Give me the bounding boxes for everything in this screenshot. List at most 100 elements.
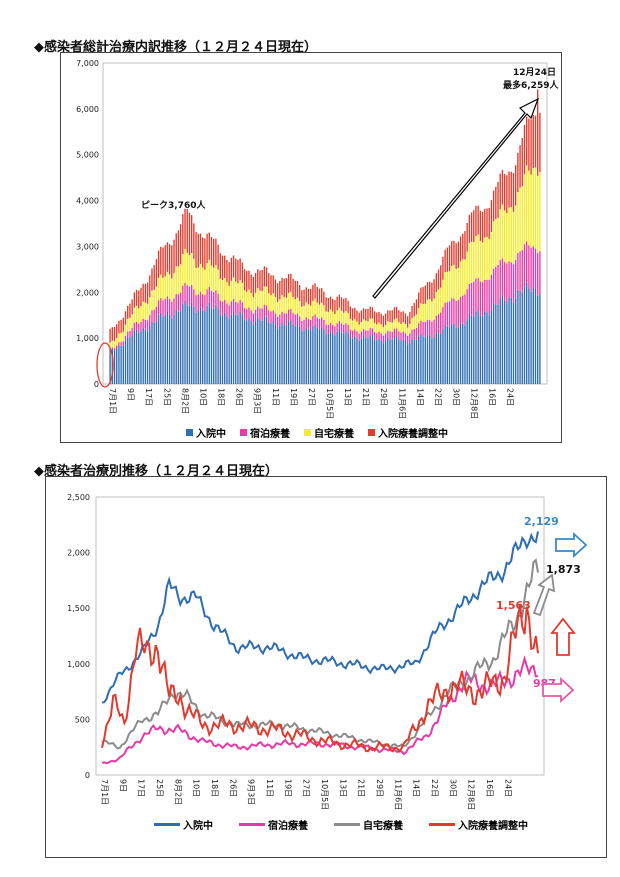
bar-hotel [213,292,215,309]
bar-adjusting [356,310,358,322]
bar-adjusting [435,273,437,292]
bar-hospital [473,316,475,384]
bar-adjusting [279,280,281,300]
bar-adjusting [404,313,407,324]
bar-hotel [417,323,420,337]
bar-hospital [404,340,407,384]
y-tick-label: 2,000 [76,288,99,297]
bar-hospital [356,338,358,384]
bar-hotel [376,333,378,341]
x-tick-label: 11日 [271,388,280,406]
bar-hotel [248,307,250,319]
bar-hotel [415,327,418,340]
bar-adjusting [351,308,354,321]
bar-home [481,242,484,283]
bar-adjusting [459,236,462,262]
chart2-panel: 0 500 1,000 1,500 2,000 2,500 7月1日 9日 17日 25日 8月2日… [45,476,607,858]
bar-adjusting [215,238,217,266]
bar-hotel [477,278,479,311]
bar-hotel [303,319,305,331]
bar-hotel [387,330,389,338]
bar-home [188,255,191,287]
bar-home [514,205,517,261]
bar-hotel [190,285,193,303]
bar-hospital [239,311,241,384]
bar-hospital [109,349,111,384]
origin-highlight [96,342,114,388]
x-tick-label: 27日 [302,779,311,797]
bar-adjusting [415,299,418,315]
bar-hotel [503,262,506,302]
bar-hospital [268,322,270,384]
bar-home [367,321,369,331]
bar-hospital [442,329,444,384]
bar-adjusting [272,275,274,294]
bar-adjusting [182,214,184,255]
bar-hotel [404,333,407,341]
bar-hospital [190,302,193,384]
bar-adjusting [327,298,329,312]
bar-hotel [514,260,517,299]
bar-hotel [142,318,144,328]
bar-hotel [111,347,113,349]
bar-hotel [468,283,471,315]
bar-adjusting [387,310,389,322]
bar-home [539,171,541,252]
bar-hospital [129,337,131,384]
bar-hospital [153,322,155,384]
bar-adjusting [426,282,429,300]
legend-hotel: 宿泊療養 [239,817,308,832]
legend-swatch [239,823,265,826]
bar-hospital [508,297,510,384]
y-tick-label: 4,000 [76,197,99,206]
bar-adjusting [292,278,294,298]
bar-home [111,340,113,348]
bar-hospital [318,329,321,384]
bar-hospital [186,305,188,384]
bar-hotel [127,331,129,338]
bar-hotel [435,315,437,333]
bar-hotel [356,331,358,339]
bar-hospital [528,288,530,384]
bar-home [393,319,396,329]
x-tick-label: 16日 [485,779,494,797]
bar-home [323,305,325,320]
bar-hotel [307,319,310,330]
bar-hospital [309,330,312,384]
bar-hospital [365,337,367,384]
x-tick-label: 25日 [162,388,171,406]
bar-hotel [296,313,299,324]
bar-home [312,300,314,317]
bar-hotel [451,298,453,324]
peak-annotation: ピーク3,760人 [141,199,206,211]
bar-adjusting [323,291,325,306]
bar-hotel [157,300,160,315]
bar-home [402,322,404,332]
bar-hospital [329,331,332,384]
bar-home [316,302,318,318]
bar-hospital [426,334,429,384]
bar-hospital [116,348,118,384]
series-line-hotel [101,655,539,765]
bar-hospital [521,292,523,384]
bar-adjusting [369,306,371,319]
bar-hotel [459,296,462,324]
bar-hospital [305,327,307,384]
bar-adjusting [457,241,460,268]
bar-adjusting [321,288,323,303]
bar-home [329,309,332,323]
bar-adjusting [188,212,191,256]
bar-hotel [473,281,475,317]
bar-home [160,274,162,299]
bar-home [468,242,471,284]
bar-home [138,308,140,324]
bar-adjusting [113,326,116,342]
bar-hospital [120,345,122,384]
bar-home [378,322,380,332]
bar-adjusting [506,175,508,214]
bar-hospital [157,314,160,384]
bar-hospital [464,325,466,384]
bar-home [371,318,374,329]
y-tick-label: 0 [85,771,90,780]
x-tick-label: 27日 [307,388,316,406]
